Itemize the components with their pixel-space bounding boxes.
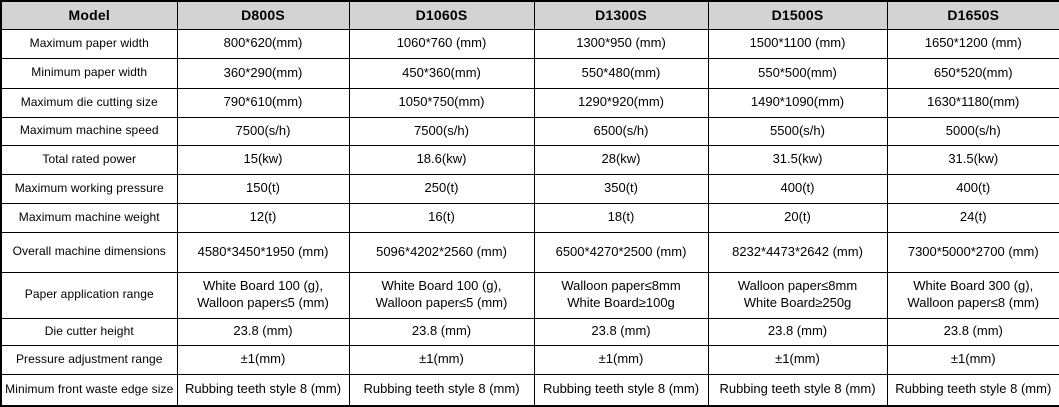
table-row-min-paper-width: Minimum paper width 360*290(mm) 450*360(… (0, 57, 1059, 89)
spec-cell: 4580*3450*1950 (mm) (176, 231, 350, 273)
spec-cell: 5000(s/h) (886, 116, 1059, 146)
row-label: Maximum machine speed (0, 116, 178, 146)
spec-cell: 1500*1100 (mm) (707, 28, 888, 59)
table-row-paper-application-range: Paper application range White Board 100 … (0, 271, 1059, 319)
spec-cell: 350(t) (533, 173, 709, 204)
spec-cell: 150(t) (176, 173, 350, 204)
spec-cell: 550*480(mm) (533, 57, 709, 89)
spec-cell: 250(t) (348, 173, 535, 204)
spec-cell: 400(t) (707, 173, 888, 204)
spec-cell: 1050*750(mm) (348, 87, 535, 118)
header-row: Model D800S D1060S D1300S D1500S D1650S (0, 0, 1059, 30)
spec-cell: Rubbing teeth style 8 (mm) (348, 373, 535, 407)
table-row-die-cutter-height: Die cutter height 23.8 (mm) 23.8 (mm) 23… (0, 317, 1059, 346)
table-row-max-working-pressure: Maximum working pressure 150(t) 250(t) 3… (0, 173, 1059, 204)
header-cell-d1500s: D1500S (707, 0, 888, 30)
table-row-max-paper-width: Maximum paper width 800*620(mm) 1060*760… (0, 28, 1059, 59)
row-label: Minimum paper width (0, 57, 178, 89)
spec-cell: Rubbing teeth style 8 (mm) (886, 373, 1059, 407)
header-cell-d1060s: D1060S (348, 0, 535, 30)
row-label: Overall machine dimensions (0, 231, 178, 273)
spec-cell: 6500(s/h) (533, 116, 709, 146)
spec-cell: 1300*950 (mm) (533, 28, 709, 59)
spec-cell: 5096*4202*2560 (mm) (348, 231, 535, 273)
spec-cell: 400(t) (886, 173, 1059, 204)
table-row-pressure-adjustment-range: Pressure adjustment range ±1(mm) ±1(mm) … (0, 344, 1059, 375)
spec-cell: Rubbing teeth style 8 (mm) (533, 373, 709, 407)
spec-cell: 24(t) (886, 202, 1059, 233)
spec-cell: 12(t) (176, 202, 350, 233)
spec-cell: 6500*4270*2500 (mm) (533, 231, 709, 273)
table-row-max-machine-weight: Maximum machine weight 12(t) 16(t) 18(t)… (0, 202, 1059, 233)
spec-cell: White Board 100 (g), Walloon paper≤5 (mm… (176, 271, 350, 319)
header-cell-d800s: D800S (176, 0, 350, 30)
row-label: Maximum die cutting size (0, 87, 178, 118)
spec-cell: 7300*5000*2700 (mm) (886, 231, 1059, 273)
spec-cell: ±1(mm) (533, 344, 709, 375)
spec-cell: 650*520(mm) (886, 57, 1059, 89)
spec-cell: 1630*1180(mm) (886, 87, 1059, 118)
spec-cell: 23.8 (mm) (886, 317, 1059, 346)
spec-cell: 1650*1200 (mm) (886, 28, 1059, 59)
spec-cell: 18.6(kw) (348, 144, 535, 175)
row-label: Maximum machine weight (0, 202, 178, 233)
spec-cell: 360*290(mm) (176, 57, 350, 89)
table-row-overall-dimensions: Overall machine dimensions 4580*3450*195… (0, 231, 1059, 273)
table-row-total-rated-power: Total rated power 15(kw) 18.6(kw) 28(kw)… (0, 144, 1059, 175)
spec-cell: 18(t) (533, 202, 709, 233)
spec-cell: 5500(s/h) (707, 116, 888, 146)
spec-cell: 1060*760 (mm) (348, 28, 535, 59)
row-label: Maximum paper width (0, 28, 178, 59)
row-label: Total rated power (0, 144, 178, 175)
spec-cell: ±1(mm) (348, 344, 535, 375)
spec-cell: 550*500(mm) (707, 57, 888, 89)
spec-cell: 23.8 (mm) (348, 317, 535, 346)
spec-cell: 23.8 (mm) (533, 317, 709, 346)
spec-cell: 31.5(kw) (886, 144, 1059, 175)
table-row-max-die-cutting-size: Maximum die cutting size 790*610(mm) 105… (0, 87, 1059, 118)
spec-cell: Rubbing teeth style 8 (mm) (707, 373, 888, 407)
row-label: Maximum working pressure (0, 173, 178, 204)
spec-cell: 23.8 (mm) (176, 317, 350, 346)
spec-cell: 31.5(kw) (707, 144, 888, 175)
spec-cell: 7500(s/h) (176, 116, 350, 146)
spec-cell: 450*360(mm) (348, 57, 535, 89)
spec-cell: Walloon paper≤8mm White Board≥100g (533, 271, 709, 319)
spec-cell: ±1(mm) (176, 344, 350, 375)
table-row-min-front-waste-edge-size: Minimum front waste edge size Rubbing te… (0, 373, 1059, 407)
row-label: Die cutter height (0, 317, 178, 346)
spec-cell: 790*610(mm) (176, 87, 350, 118)
spec-cell: 23.8 (mm) (707, 317, 888, 346)
row-label: Pressure adjustment range (0, 344, 178, 375)
spec-cell: Rubbing teeth style 8 (mm) (176, 373, 350, 407)
row-label: Minimum front waste edge size (0, 373, 178, 407)
table-row-max-machine-speed: Maximum machine speed 7500(s/h) 7500(s/h… (0, 116, 1059, 146)
header-cell-model: Model (0, 0, 178, 30)
spec-cell: 8232*4473*2642 (mm) (707, 231, 888, 273)
row-label: Paper application range (0, 271, 178, 319)
spec-cell: 20(t) (707, 202, 888, 233)
header-cell-d1300s: D1300S (533, 0, 709, 30)
spec-cell: White Board 100 (g), Walloon paper≤5 (mm… (348, 271, 535, 319)
spec-cell: Walloon paper≤8mm White Board≥250g (707, 271, 888, 319)
spec-cell: White Board 300 (g), Walloon paper≤8 (mm… (886, 271, 1059, 319)
header-cell-d1650s: D1650S (886, 0, 1059, 30)
spec-cell: 800*620(mm) (176, 28, 350, 59)
spec-cell: ±1(mm) (886, 344, 1059, 375)
spec-cell: 28(kw) (533, 144, 709, 175)
spec-cell: 16(t) (348, 202, 535, 233)
spec-cell: 1490*1090(mm) (707, 87, 888, 118)
spec-cell: 15(kw) (176, 144, 350, 175)
spec-cell: ±1(mm) (707, 344, 888, 375)
spec-cell: 7500(s/h) (348, 116, 535, 146)
spec-cell: 1290*920(mm) (533, 87, 709, 118)
